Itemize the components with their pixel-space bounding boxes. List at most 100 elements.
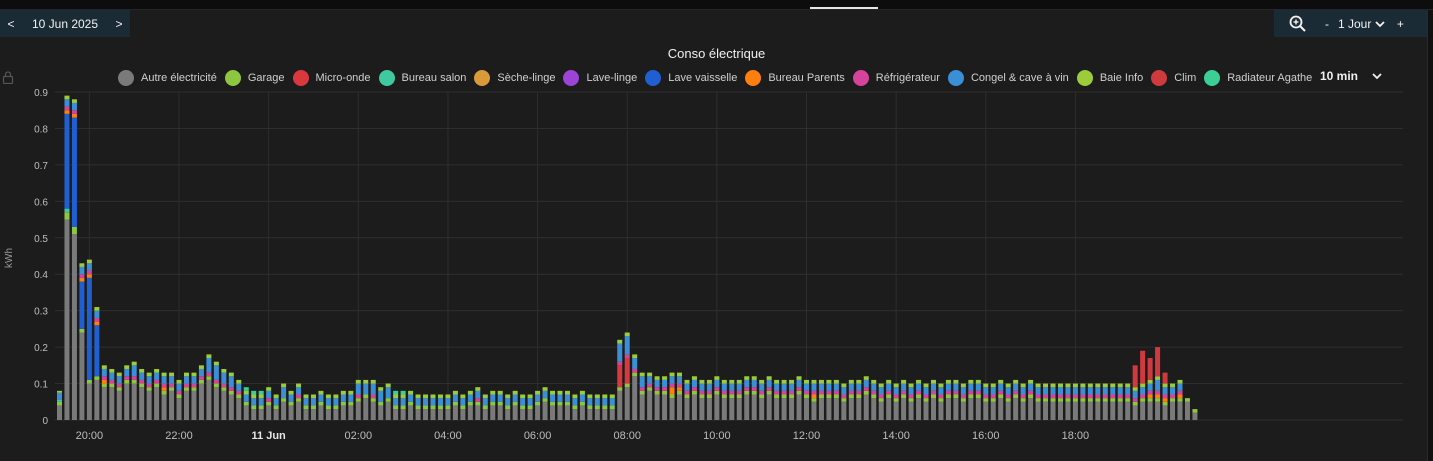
bar-stack[interactable] — [116, 372, 122, 420]
bar-stack[interactable] — [759, 379, 765, 420]
bar-stack[interactable] — [221, 368, 227, 420]
bar-stack[interactable] — [938, 383, 944, 420]
bar-stack[interactable] — [871, 379, 877, 420]
legend-item[interactable]: Clim — [1151, 70, 1196, 86]
bar-stack[interactable] — [1147, 358, 1153, 420]
bar-stack[interactable] — [318, 390, 324, 420]
bar-stack[interactable] — [766, 376, 772, 420]
bar-stack[interactable] — [415, 394, 421, 420]
bar-stack[interactable] — [848, 379, 854, 420]
bar-stack[interactable] — [183, 372, 189, 420]
bar-stack[interactable] — [632, 354, 638, 420]
bar-stack[interactable] — [550, 390, 556, 420]
bar-stack[interactable] — [333, 394, 339, 420]
bar-stack[interactable] — [228, 372, 234, 420]
bar-stack[interactable] — [139, 368, 145, 420]
bar-stack[interactable] — [378, 387, 384, 420]
bar-stack[interactable] — [684, 379, 690, 420]
legend-item[interactable]: Sèche-linge — [474, 70, 555, 86]
bar-stack[interactable] — [609, 394, 615, 420]
zoom-icon[interactable] — [1288, 14, 1308, 34]
bar-stack[interactable] — [789, 379, 795, 420]
bar-stack[interactable] — [774, 379, 780, 420]
bar-stack[interactable] — [968, 379, 974, 420]
bar-stack[interactable] — [370, 379, 376, 420]
bar-stack[interactable] — [198, 365, 204, 420]
bar-stack[interactable] — [146, 372, 152, 420]
bar-stack[interactable] — [542, 387, 548, 420]
bar-stack[interactable] — [983, 383, 989, 420]
bar-stack[interactable] — [1117, 383, 1123, 420]
bar-stack[interactable] — [587, 394, 593, 420]
bar-stack[interactable] — [699, 379, 705, 420]
bar-stack[interactable] — [154, 368, 160, 420]
bar-stack[interactable] — [744, 376, 750, 420]
bar-stack[interactable] — [886, 379, 892, 420]
legend-item[interactable]: Congel & cave à vin — [947, 70, 1069, 86]
legend-item[interactable]: Garage — [224, 70, 285, 86]
bar-stack[interactable] — [1043, 383, 1049, 420]
date-label[interactable]: 10 Jun 2025 — [31, 16, 99, 31]
bar-stack[interactable] — [535, 390, 541, 420]
bar-stack[interactable] — [1155, 347, 1161, 420]
bar-stack[interactable] — [841, 383, 847, 420]
bar-stack[interactable] — [647, 372, 653, 420]
bar-stack[interactable] — [1087, 383, 1093, 420]
bar-stack[interactable] — [1013, 379, 1019, 420]
bar-stack[interactable] — [385, 383, 391, 420]
bar-stack[interactable] — [445, 394, 451, 420]
bar-stack[interactable] — [131, 361, 137, 420]
bar-stack[interactable] — [1102, 383, 1108, 420]
bar-stack[interactable] — [520, 394, 526, 420]
previous-day-button[interactable]: < — [7, 16, 15, 31]
bar-stack[interactable] — [86, 259, 92, 420]
legend-item[interactable]: Bureau salon — [378, 70, 466, 86]
bar-stack[interactable] — [706, 379, 712, 420]
bar-stack[interactable] — [94, 307, 100, 420]
bar-stack[interactable] — [923, 383, 929, 420]
bar-stack[interactable] — [1080, 383, 1086, 420]
bar-stack[interactable] — [348, 390, 354, 420]
bar-stack[interactable] — [1170, 383, 1176, 420]
bar-stack[interactable] — [423, 394, 429, 420]
bar-stack[interactable] — [266, 387, 272, 420]
legend-item[interactable]: Réfrigérateur — [852, 70, 940, 86]
bar-stack[interactable] — [490, 390, 496, 420]
bar-stack[interactable] — [930, 379, 936, 420]
bar-stack[interactable] — [564, 390, 570, 420]
bar-stack[interactable] — [624, 332, 630, 420]
bar-stack[interactable] — [460, 394, 466, 420]
bar-stack[interactable] — [296, 383, 302, 420]
bar-stack[interactable] — [452, 390, 458, 420]
bar-stack[interactable] — [363, 379, 369, 420]
bar-stack[interactable] — [1177, 379, 1183, 420]
bar-stack[interactable] — [475, 387, 481, 420]
bar-stack[interactable] — [1125, 383, 1131, 420]
legend-item[interactable]: Lave vaisselle — [645, 70, 737, 86]
bar-stack[interactable] — [1028, 379, 1034, 420]
range-select[interactable]: 1 Jour — [1338, 17, 1385, 31]
bar-stack[interactable] — [437, 394, 443, 420]
bar-stack[interactable] — [1162, 372, 1168, 420]
bar-stack[interactable] — [303, 394, 309, 420]
bar-stack[interactable] — [826, 379, 832, 420]
bar-stack[interactable] — [355, 379, 361, 420]
bar-stack[interactable] — [273, 394, 279, 420]
bar-stack[interactable] — [325, 394, 331, 420]
bar-stack[interactable] — [400, 390, 406, 420]
bar-stack[interactable] — [1095, 383, 1101, 420]
bar-stack[interactable] — [654, 376, 660, 420]
bar-stack[interactable] — [953, 379, 959, 420]
bar-stack[interactable] — [512, 390, 518, 420]
bar-stack[interactable] — [736, 379, 742, 420]
bar-stack[interactable] — [579, 390, 585, 420]
bar-stack[interactable] — [527, 394, 533, 420]
bar-stack[interactable] — [691, 376, 697, 420]
legend-item[interactable]: Lave-linge — [563, 70, 637, 86]
bar-stack[interactable] — [804, 379, 809, 420]
legend-item[interactable]: Micro-onde — [292, 70, 371, 86]
next-day-button[interactable]: > — [115, 16, 123, 31]
bar-stack[interactable] — [617, 339, 623, 420]
bar-stack[interactable] — [206, 354, 212, 420]
bar-stack[interactable] — [1020, 383, 1026, 420]
